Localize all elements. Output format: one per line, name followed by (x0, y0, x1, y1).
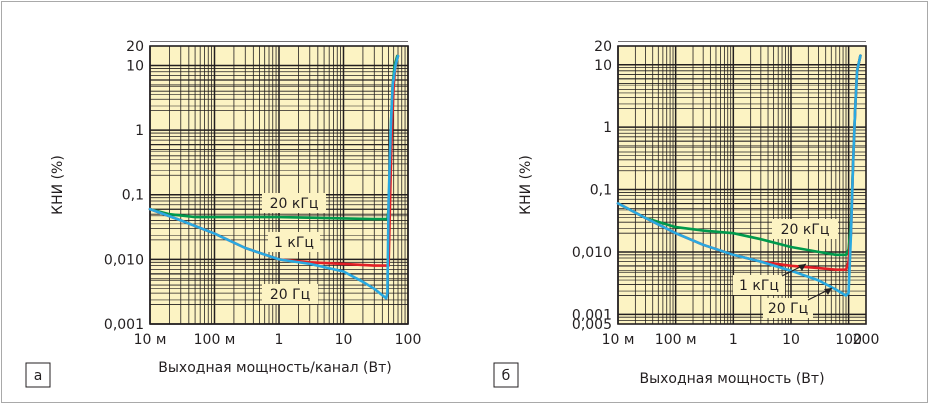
panel-a-y-tick-label: 0,001 (104, 317, 144, 333)
panel-b-x-tick-label: 100 м (655, 332, 697, 348)
panel-b-y-tick-label: 0,1 (590, 183, 612, 199)
panel-b-annotation-20hz-text: 20 Гц (768, 301, 808, 317)
panel-b-series-2-line (616, 54, 862, 297)
panel-a-label-20khz: 20 кГц (262, 193, 326, 213)
panel-a-label-box (25, 362, 51, 388)
panel-a-y-tick-label: 0,1 (122, 188, 144, 204)
panel-a-x-tick-label: 100 (395, 332, 422, 348)
panel-a-x-ticks: 10 м 100 м 1 10 100 (134, 332, 422, 348)
panel-a: 0,001 0,010 0,1 1 10 20 10 м 100 м 1 10 100 КНИ (… (25, 39, 422, 388)
panel-a-x-tick-label: 10 (335, 332, 353, 348)
panel-b-x-tick-label: 10 м (602, 332, 635, 348)
panel-a-series (148, 54, 400, 300)
panel-b-y-tick-label: 0,010 (572, 245, 612, 261)
panel-b-annotation-1khz: 1 кГц (733, 263, 807, 295)
panel-b-x-tick-label: 1 (729, 332, 738, 348)
panel-b-x-tick-label: 10 (782, 332, 800, 348)
panel-b-annotation-20hz-arrowhead (824, 288, 832, 295)
panel-b-y-tick-label: 20 (594, 39, 612, 55)
panel-b-x-tick-label: 100 (835, 332, 862, 348)
panel-b-x-tick-label: 200 (853, 332, 880, 348)
panel-a-x-tick-label: 1 (275, 332, 284, 348)
panel-a-label-20khz-text: 20 кГц (270, 196, 319, 212)
panel-b-annotation-20hz: 20 Гц (763, 287, 833, 318)
panel-b-annotation-1khz-arrowhead (798, 264, 806, 271)
panel-a-label-1khz-text: 1 кГц (274, 235, 314, 251)
panel-b-x-axis-label: Выходная мощность (Вт) (639, 371, 824, 387)
panel-b-annotation-20khz-text: 20 кГц (781, 222, 830, 238)
panel-a-y-ticks: 0,001 0,010 0,1 1 10 20 (104, 39, 144, 333)
panel-a-label-20hz: 20 Гц (262, 284, 318, 304)
panel-b-annotation-1khz-text: 1 кГц (739, 278, 779, 294)
panel-b-y-tick-label: 10 (594, 58, 612, 74)
panel-b-plot-border (617, 45, 867, 325)
panel-b-series (616, 54, 862, 297)
panel-b-label: б (502, 368, 511, 384)
panel-a-series-2-line (148, 54, 400, 300)
panel-a-label: а (34, 368, 43, 384)
panel-a-x-tick-label: 10 м (134, 332, 167, 348)
panel-a-plot-border (149, 45, 409, 325)
panel-a-label-1khz: 1 кГц (268, 232, 320, 252)
panel-a-y-axis-label: КНИ (%) (50, 155, 66, 215)
panel-b-y-tick-label: 0,001 (572, 307, 612, 323)
panel-a-label-20hz-text: 20 Гц (270, 287, 310, 303)
panel-a-y-tick-label: 10 (126, 58, 144, 74)
panel-a-y-tick-label: 1 (135, 123, 144, 139)
panel-a-x-axis-label: Выходная мощность/канал (Вт) (158, 360, 392, 376)
panel-b-label-box (493, 362, 519, 388)
panel-b-y-axis-label: КНИ (%) (518, 155, 534, 215)
panel-a-y-tick-label: 20 (126, 39, 144, 55)
panel-b-y-tick-label: 1 (603, 120, 612, 136)
panel-b-annotation-20khz: 20 кГц (772, 219, 838, 239)
panel-a-x-tick-label: 100 м (194, 332, 236, 348)
panel-a-y-tick-label: 0,010 (104, 252, 144, 268)
panel-b-y-tick-label: 0,005 (572, 317, 612, 333)
